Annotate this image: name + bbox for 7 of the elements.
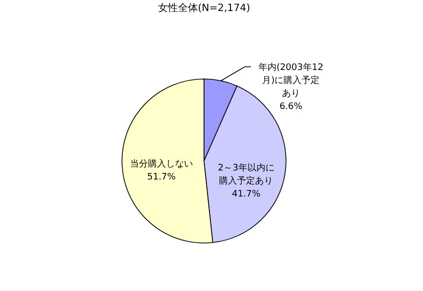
data-label: 41.7% bbox=[232, 190, 261, 200]
data-label: 51.7% bbox=[147, 172, 176, 182]
legend-label: 年内(2003年12月)に購入予定あり bbox=[258, 62, 324, 99]
slice-label: 2～3年以内に購入予定あり bbox=[218, 162, 274, 187]
chart-title: 女性全体(N=2,174) bbox=[158, 2, 250, 14]
data-label: 6.6% bbox=[279, 102, 303, 112]
slice-label: 当分購入しない bbox=[130, 158, 193, 170]
